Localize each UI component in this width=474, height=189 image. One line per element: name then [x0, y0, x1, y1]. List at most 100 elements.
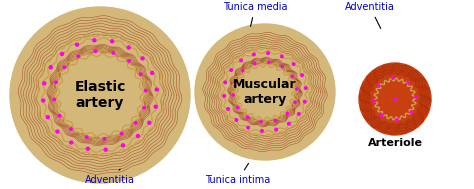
Ellipse shape: [42, 99, 45, 102]
Ellipse shape: [86, 147, 90, 150]
Ellipse shape: [104, 148, 107, 151]
Circle shape: [382, 86, 408, 112]
Ellipse shape: [253, 53, 255, 56]
Ellipse shape: [70, 128, 72, 130]
Ellipse shape: [303, 100, 306, 103]
Ellipse shape: [392, 77, 394, 79]
Ellipse shape: [235, 64, 295, 120]
Ellipse shape: [373, 100, 375, 102]
Ellipse shape: [227, 108, 229, 110]
Ellipse shape: [294, 101, 296, 103]
Ellipse shape: [58, 115, 61, 117]
Ellipse shape: [275, 128, 277, 131]
Ellipse shape: [396, 119, 398, 121]
Ellipse shape: [296, 88, 298, 90]
Circle shape: [386, 90, 404, 108]
Ellipse shape: [103, 138, 106, 140]
Ellipse shape: [121, 144, 125, 147]
Ellipse shape: [237, 107, 239, 109]
Ellipse shape: [94, 50, 97, 53]
Ellipse shape: [224, 81, 227, 84]
Ellipse shape: [274, 119, 276, 122]
Ellipse shape: [301, 74, 303, 76]
Ellipse shape: [268, 61, 270, 63]
Ellipse shape: [120, 132, 123, 135]
Ellipse shape: [154, 105, 157, 108]
Ellipse shape: [228, 57, 302, 127]
Text: Muscular
artery: Muscular artery: [233, 78, 297, 106]
Ellipse shape: [381, 114, 383, 116]
Ellipse shape: [221, 50, 309, 134]
Ellipse shape: [291, 75, 293, 77]
Ellipse shape: [85, 136, 88, 138]
Ellipse shape: [247, 126, 249, 129]
Ellipse shape: [242, 71, 288, 113]
Ellipse shape: [47, 44, 153, 146]
Text: Adventitia: Adventitia: [345, 2, 395, 29]
Ellipse shape: [56, 53, 144, 137]
Ellipse shape: [141, 57, 144, 60]
Ellipse shape: [10, 7, 190, 183]
Ellipse shape: [53, 98, 55, 101]
Ellipse shape: [286, 112, 289, 115]
Ellipse shape: [143, 106, 146, 109]
Ellipse shape: [75, 43, 79, 46]
Ellipse shape: [394, 98, 396, 100]
Ellipse shape: [304, 87, 307, 89]
Ellipse shape: [240, 59, 242, 62]
Ellipse shape: [298, 113, 300, 115]
Ellipse shape: [128, 60, 130, 62]
Ellipse shape: [155, 88, 158, 91]
Ellipse shape: [17, 14, 183, 176]
Text: Tunica intima: Tunica intima: [205, 163, 271, 185]
Ellipse shape: [288, 122, 290, 125]
Circle shape: [359, 63, 431, 135]
Ellipse shape: [64, 61, 136, 129]
Ellipse shape: [234, 81, 236, 83]
Ellipse shape: [407, 82, 410, 84]
Ellipse shape: [232, 94, 234, 96]
Ellipse shape: [202, 31, 328, 153]
Ellipse shape: [260, 121, 262, 123]
Ellipse shape: [235, 119, 237, 121]
Text: Elastic
artery: Elastic artery: [74, 80, 126, 110]
Ellipse shape: [112, 52, 115, 54]
Ellipse shape: [292, 63, 295, 65]
Ellipse shape: [223, 94, 226, 97]
Ellipse shape: [70, 141, 73, 144]
Ellipse shape: [254, 63, 256, 65]
Ellipse shape: [246, 116, 249, 118]
Ellipse shape: [151, 71, 154, 74]
Ellipse shape: [195, 24, 335, 160]
Ellipse shape: [137, 135, 139, 138]
Circle shape: [365, 69, 425, 129]
Ellipse shape: [63, 66, 65, 68]
Ellipse shape: [127, 46, 130, 49]
Ellipse shape: [93, 39, 96, 42]
Ellipse shape: [261, 130, 263, 132]
Ellipse shape: [56, 130, 59, 133]
Text: Adventitia: Adventitia: [85, 169, 135, 185]
Text: Arteriole: Arteriole: [367, 138, 422, 148]
Circle shape: [371, 75, 419, 123]
Ellipse shape: [281, 55, 283, 58]
Ellipse shape: [378, 85, 380, 87]
Ellipse shape: [145, 89, 147, 92]
Ellipse shape: [281, 66, 283, 68]
Ellipse shape: [139, 73, 142, 75]
Ellipse shape: [61, 53, 64, 55]
Ellipse shape: [242, 69, 244, 72]
Ellipse shape: [134, 122, 137, 124]
Ellipse shape: [415, 96, 417, 98]
Ellipse shape: [77, 55, 80, 57]
Ellipse shape: [110, 40, 114, 43]
Ellipse shape: [230, 69, 232, 71]
Ellipse shape: [148, 121, 151, 124]
Text: Tunica media: Tunica media: [223, 2, 287, 26]
Ellipse shape: [267, 52, 269, 54]
Circle shape: [377, 81, 413, 117]
Ellipse shape: [43, 82, 46, 85]
Ellipse shape: [40, 37, 160, 153]
Ellipse shape: [49, 66, 52, 69]
Ellipse shape: [46, 116, 49, 119]
